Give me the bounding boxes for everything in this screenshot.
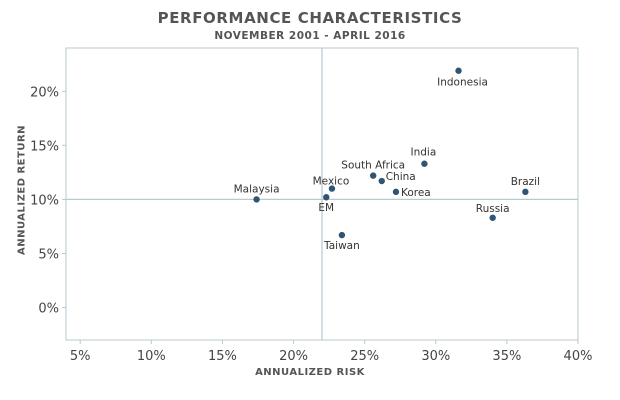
x-tick-label: 20% [279, 349, 308, 364]
data-point [328, 185, 336, 192]
y-tick-label: 20% [30, 85, 59, 100]
data-point [522, 188, 529, 196]
data-point [253, 196, 260, 203]
data-label: EM [318, 202, 334, 214]
data-label: Mexico [313, 176, 350, 188]
data-label: China [386, 171, 416, 183]
x-axis-label: ANNUALIZED RISK [255, 367, 365, 378]
data-point [378, 177, 385, 185]
data-label: Malaysia [234, 183, 280, 195]
y-tick-label: 10% [30, 193, 59, 208]
data-label: Korea [401, 187, 431, 199]
data-label: Russia [476, 203, 510, 215]
y-tick-label: 0% [38, 302, 59, 317]
data-label: Indonesia [437, 77, 488, 89]
data-point [489, 214, 496, 221]
data-point [421, 160, 428, 167]
chart-subtitle: NOVEMBER 2001 - APRIL 2016 [214, 30, 406, 42]
data-point [338, 231, 346, 239]
data-label: Taiwan [323, 240, 360, 252]
y-tick-label: 15% [30, 139, 59, 154]
data-point [370, 172, 377, 179]
x-tick-label: 25% [350, 349, 379, 364]
data-point [323, 194, 330, 201]
y-tick-label: 5% [38, 247, 59, 262]
chart-title: PERFORMANCE CHARACTERISTICS [157, 9, 463, 27]
data-point [392, 188, 400, 196]
data-label: South Africa [341, 160, 405, 172]
data-label: India [411, 147, 437, 159]
x-tick-label: 35% [492, 349, 521, 364]
data-label: Brazil [511, 176, 540, 188]
x-tick-label: 10% [137, 349, 166, 364]
x-tick-label: 5% [70, 349, 91, 364]
x-tick-label: 40% [564, 349, 593, 364]
y-axis-label: ANNUALIZED RETURN [16, 124, 28, 256]
x-tick-label: 30% [421, 349, 450, 364]
data-point [455, 67, 462, 74]
x-tick-label: 15% [208, 349, 237, 364]
